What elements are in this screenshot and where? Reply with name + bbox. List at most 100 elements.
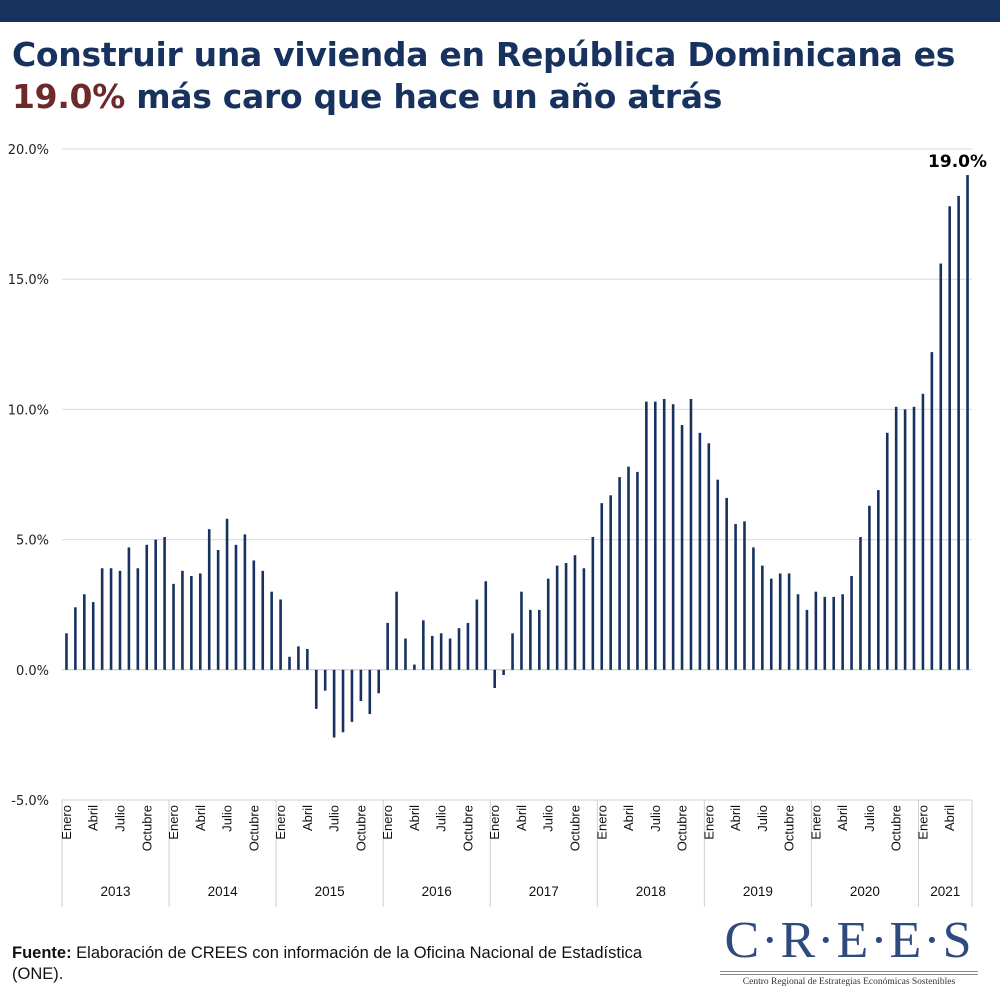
x-tick-month: Enero — [487, 805, 502, 840]
bar — [734, 523, 737, 670]
bar — [689, 398, 693, 670]
y-tick-label: 5.0% — [16, 534, 49, 549]
x-tick-year: 2015 — [315, 884, 345, 899]
bar — [404, 638, 407, 670]
bar — [448, 638, 452, 670]
x-tick-year: 2014 — [208, 884, 239, 899]
bar — [484, 581, 488, 670]
x-tick-month: Enero — [701, 805, 716, 840]
x-tick-month: Octubre — [353, 805, 368, 851]
bar — [859, 536, 862, 670]
bar — [65, 633, 68, 670]
bar — [323, 669, 327, 691]
bar — [769, 578, 773, 670]
x-tick-month: Octubre — [889, 805, 904, 851]
y-tick-label: 0.0% — [16, 664, 49, 679]
bar — [868, 505, 871, 670]
bar — [306, 648, 309, 670]
bar — [877, 490, 880, 670]
bar — [493, 669, 496, 689]
x-tick-month: Enero — [59, 805, 74, 840]
bar-chart: -5.0% 0.0% 5.0% 10.0% 15.0% 20.0% Enero Abril J… — [8, 143, 987, 907]
bar — [618, 477, 621, 670]
x-tick-month: Julio — [755, 805, 770, 832]
x-tick-year: 2017 — [529, 884, 559, 899]
x-tick-month: Julio — [327, 805, 342, 832]
bar — [555, 565, 559, 670]
bar — [752, 547, 755, 670]
bar — [609, 495, 612, 670]
data-label-last: 19.0% — [928, 152, 987, 172]
bar — [903, 409, 907, 670]
bar — [430, 635, 434, 670]
x-tick-year: 2019 — [743, 884, 773, 899]
bar — [270, 591, 273, 670]
x-tick-month: Julio — [112, 805, 127, 832]
bar — [787, 573, 791, 670]
x-tick-month: Enero — [166, 805, 181, 840]
x-tick-month: Octubre — [782, 805, 797, 851]
chart-title: Construir una vivienda en República Domi… — [12, 34, 992, 118]
title-line-1: Construir una vivienda en República Domi… — [12, 35, 956, 74]
bar — [118, 570, 122, 670]
bar — [814, 591, 818, 670]
bar — [957, 195, 960, 670]
bar — [395, 591, 398, 670]
bar — [234, 544, 238, 670]
bar — [136, 568, 140, 670]
bar — [252, 560, 256, 670]
bar — [172, 583, 175, 670]
bar — [761, 565, 764, 670]
gridlines — [62, 148, 972, 671]
bar — [377, 669, 381, 694]
bar — [627, 466, 630, 670]
x-tick-year: 2016 — [422, 884, 452, 899]
bar — [198, 573, 202, 670]
bar — [386, 622, 389, 670]
top-banner — [0, 0, 1000, 22]
bar — [841, 594, 844, 670]
x-tick-year: 2013 — [101, 884, 131, 899]
bar — [564, 563, 568, 670]
bar — [546, 578, 550, 670]
x-tick-month: Abril — [514, 805, 529, 831]
bar — [948, 206, 951, 670]
bar — [350, 669, 354, 722]
bar — [832, 596, 836, 670]
bar — [966, 175, 969, 670]
x-tick-month: Abril — [407, 805, 422, 831]
bar — [582, 568, 586, 670]
x-tick-month: Octubre — [460, 805, 475, 851]
bar — [243, 534, 247, 670]
source-label: Fuente: — [12, 944, 72, 962]
bar — [645, 401, 648, 670]
bar — [930, 352, 934, 670]
bar — [939, 263, 943, 670]
bar — [662, 398, 666, 670]
bar — [573, 555, 577, 670]
bars — [65, 175, 969, 738]
bar — [91, 602, 95, 670]
y-tick-label: -5.0% — [11, 794, 49, 809]
bar — [725, 497, 728, 670]
x-tick-month: Octubre — [567, 805, 582, 851]
title-line-2: 19.0% más caro que hace un año atrás — [12, 76, 992, 118]
bar — [680, 425, 684, 670]
y-axis: -5.0% 0.0% 5.0% 10.0% 15.0% 20.0% — [8, 143, 49, 809]
bar — [707, 443, 711, 670]
bar — [600, 503, 604, 670]
annotations: 19.0% — [928, 152, 987, 172]
bar — [716, 479, 720, 670]
source-text: Elaboración de CREES con información de … — [12, 944, 643, 983]
logo-divider — [720, 971, 978, 975]
bar — [475, 599, 479, 670]
bar — [743, 521, 746, 670]
bar — [511, 633, 514, 670]
x-tick-month: Octubre — [139, 805, 154, 851]
x-tick-month: Octubre — [246, 805, 261, 851]
bar — [591, 536, 595, 670]
x-tick-month: Enero — [380, 805, 395, 840]
bar — [698, 432, 702, 670]
bar — [671, 404, 675, 670]
bar — [332, 669, 336, 738]
